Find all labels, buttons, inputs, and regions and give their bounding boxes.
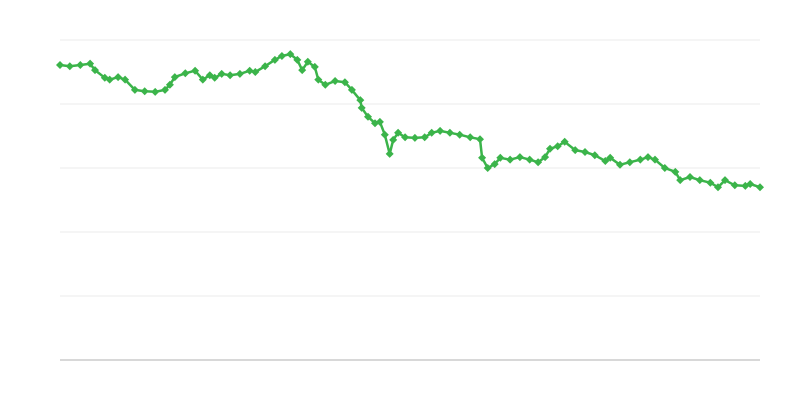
data-point [380,130,389,139]
data-point [364,112,372,121]
data-point [676,176,685,185]
data-point [331,76,340,85]
data-point [114,73,123,82]
data-point [121,75,130,84]
data-point [695,176,704,185]
data-point [56,60,64,69]
data-point [401,133,410,142]
data-point [730,181,739,190]
data-point [161,85,169,94]
data-point [105,75,114,84]
data-point [91,66,99,75]
data-point [303,57,312,66]
data-point [340,78,349,87]
data-point [217,69,226,78]
data-point [226,71,235,80]
data-point [571,146,580,155]
data-point [756,183,764,192]
data-point [420,133,429,142]
data-point [86,59,95,68]
data-point [270,55,279,64]
data-point [445,128,454,137]
data-point [515,153,524,162]
data-point [191,66,200,75]
data-point [671,167,680,176]
data-point [140,87,149,96]
data-point [581,148,589,156]
data-point [606,153,615,162]
data-point [721,176,729,185]
data-point [478,153,487,162]
data-point [151,87,160,96]
data-point [181,69,190,78]
data-point [293,55,302,64]
data-point [553,142,562,151]
data-point [394,128,403,137]
series-line [56,50,764,192]
data-point [76,60,85,69]
data-point [251,68,260,76]
data-point [660,164,669,172]
data-point [590,151,599,160]
data-point [245,66,254,75]
data-point [170,73,179,82]
data-point [616,160,624,169]
data-point [455,130,464,139]
data-point [427,128,436,137]
data-point [651,155,659,164]
data-point [65,62,74,71]
data-point [210,73,219,82]
data-point [541,153,550,162]
data-point [130,85,139,94]
data-point [165,80,174,89]
data-point [198,75,207,84]
data-point [601,156,610,165]
data-point [277,52,286,60]
data-point [357,103,366,112]
data-point [546,144,554,153]
data-point [686,172,694,181]
data-point [534,158,543,167]
data-point [298,66,307,75]
data-point [476,135,484,144]
data-point [525,155,534,164]
data-point [625,158,634,167]
series-path [59,52,761,189]
data-point [496,153,505,162]
data-point [636,155,645,164]
data-point [235,69,244,78]
data-point [410,133,419,142]
data-point [746,180,755,188]
gridlines [60,39,760,297]
data-point [560,137,569,146]
data-point [436,126,445,135]
data-point [706,178,715,187]
data-point [261,62,270,71]
data-point [310,62,319,71]
data-point [347,85,356,94]
data-point [644,153,652,162]
data-point [286,50,295,59]
data-point [714,183,722,192]
data-point [506,155,515,164]
data-point [490,160,499,169]
data-point [389,135,398,144]
data-point [375,117,384,126]
data-point [314,75,323,84]
data-point [385,149,394,158]
data-point [321,80,330,89]
data-point [466,133,475,142]
data-point [483,164,492,172]
data-point [356,96,365,105]
